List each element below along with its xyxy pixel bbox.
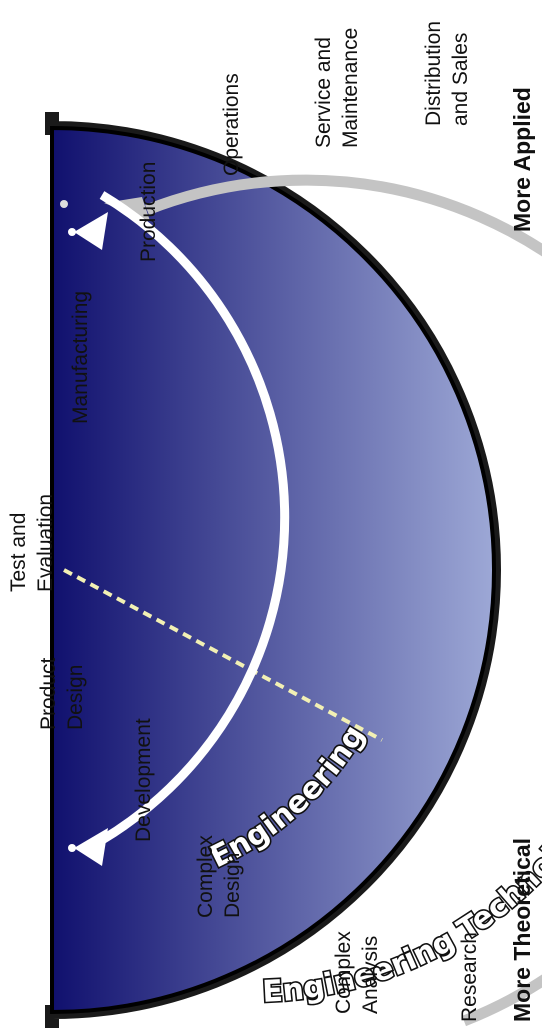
stage-label-operations: Operations xyxy=(220,73,243,176)
stage-label-complex-design: Complex Design xyxy=(194,835,244,918)
stage-label-line: Production xyxy=(137,162,160,262)
stage-label-line: Design xyxy=(64,665,87,730)
stage-label-test-and-evaluation: Test and Evaluation xyxy=(7,494,57,592)
stage-label-line: Maintenance xyxy=(339,28,362,148)
theory-applied-divider xyxy=(63,568,383,742)
stage-label-line: Analysis xyxy=(359,936,382,1014)
stage-label-production: Production xyxy=(137,162,160,262)
stage-label-distribution-and-sales: Distribution and Sales xyxy=(422,21,472,126)
engineering-arrow xyxy=(99,191,290,844)
stage-label-line: Complex xyxy=(332,931,355,1014)
stage-label-line: Development xyxy=(132,718,155,842)
stage-label-development: Development xyxy=(132,718,155,842)
stage-label-line: Distribution xyxy=(422,21,445,126)
stage-label-line: Design xyxy=(221,853,244,918)
stage-label-line: Complex xyxy=(194,835,217,918)
stage-label-complex-analysis: Complex Analysis xyxy=(332,931,382,1014)
stage-label-line: Research xyxy=(458,932,481,1022)
stage-label-line: Evaluation xyxy=(34,494,57,592)
stage-label-line: Manufacturing xyxy=(69,291,92,424)
engineering-technology-arrow xyxy=(145,174,542,1027)
stage-label-manufacturing: Manufacturing xyxy=(69,291,92,424)
engineering-end-dot-theoretical xyxy=(68,844,76,852)
stage-label-line: Test and xyxy=(7,513,30,592)
stage-label-line: Operations xyxy=(220,73,243,176)
stage-label-line: Service and xyxy=(312,37,335,148)
stage-label-research: Research xyxy=(458,932,481,1022)
stage-label-product-design: Product Design xyxy=(37,657,87,730)
engineering-arrowhead-applied xyxy=(74,212,108,250)
dome xyxy=(50,125,496,1015)
engineering-end-dot-applied xyxy=(68,228,76,236)
rotated-diagram: Engineering Technology Engineering xyxy=(45,112,542,1028)
stage-label-service-and-maintenance: Service and Maintenance xyxy=(312,28,362,148)
more-theoretical-label: More Theoretical xyxy=(509,838,535,1022)
engineering-technology-start-dot xyxy=(60,200,68,208)
stage-label-line: Product xyxy=(37,657,60,730)
more-applied-label: More Applied xyxy=(509,87,535,232)
engineering-arrowhead-theoretical xyxy=(74,828,108,866)
stage-label-line: and Sales xyxy=(449,33,472,126)
